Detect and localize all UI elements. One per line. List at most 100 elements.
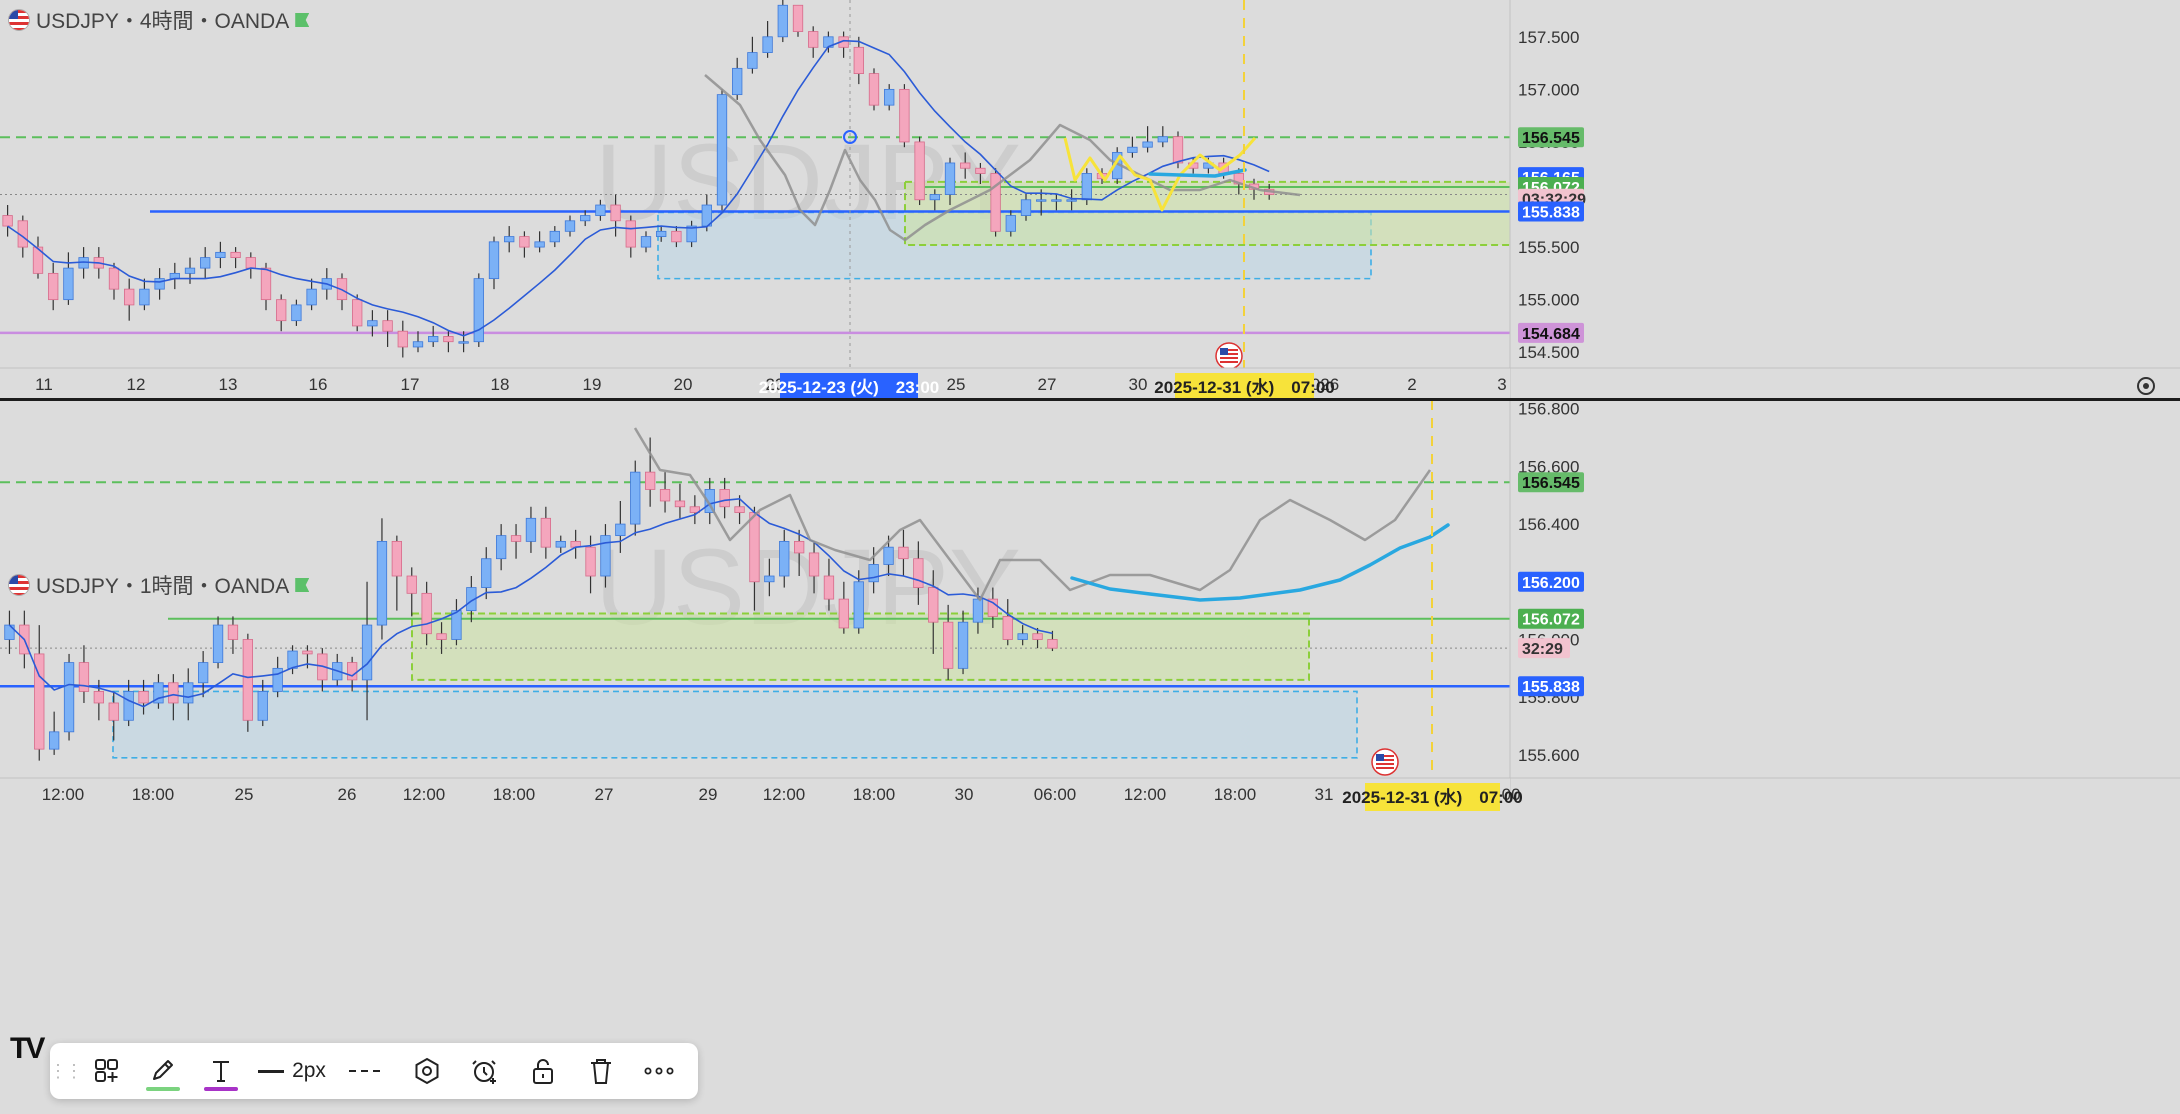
- candle-down[interactable]: [719, 489, 730, 508]
- candle-down[interactable]: [108, 702, 119, 721]
- candle-down[interactable]: [987, 598, 998, 617]
- candle-down[interactable]: [808, 552, 820, 577]
- pencil-icon[interactable]: [134, 1043, 192, 1099]
- candle-down[interactable]: [734, 506, 745, 513]
- candle-down[interactable]: [914, 141, 925, 201]
- crosshair-time-badge[interactable]: [780, 373, 918, 401]
- candle-down[interactable]: [406, 575, 417, 594]
- candle-up[interactable]: [595, 204, 606, 216]
- time-axis[interactable]: [0, 778, 1510, 800]
- candle-up[interactable]: [868, 564, 879, 583]
- candle-up[interactable]: [555, 540, 566, 548]
- candle-up[interactable]: [197, 662, 209, 684]
- candle-up[interactable]: [656, 230, 667, 237]
- trash-icon[interactable]: [572, 1043, 630, 1099]
- candle-down[interactable]: [899, 88, 910, 143]
- candle-down[interactable]: [928, 587, 939, 623]
- candle-up[interactable]: [184, 267, 196, 274]
- price-axis[interactable]: [1510, 0, 2180, 398]
- candle-down[interactable]: [898, 546, 909, 560]
- candle-down[interactable]: [2, 215, 13, 227]
- candle-down[interactable]: [230, 251, 241, 258]
- candle-up[interactable]: [215, 251, 226, 258]
- candle-down[interactable]: [108, 267, 120, 290]
- candle-up[interactable]: [630, 471, 641, 525]
- candle-up[interactable]: [200, 257, 211, 269]
- green-flag-icon[interactable]: [295, 578, 310, 592]
- event-time-badge[interactable]: [1175, 373, 1314, 401]
- candle-up[interactable]: [212, 624, 224, 663]
- candle-up[interactable]: [1020, 199, 1032, 216]
- drag-handle-icon[interactable]: ⋮⋮: [49, 1060, 83, 1081]
- candle-down[interactable]: [671, 230, 682, 243]
- candle-up[interactable]: [600, 535, 611, 577]
- candle-up[interactable]: [957, 621, 969, 669]
- candle-down[interactable]: [610, 204, 621, 222]
- candle-up[interactable]: [853, 581, 864, 629]
- candle-up[interactable]: [154, 278, 165, 290]
- candle-up[interactable]: [525, 517, 537, 542]
- candle-up[interactable]: [686, 225, 697, 243]
- candle-down[interactable]: [436, 633, 447, 640]
- candle-down[interactable]: [302, 650, 313, 655]
- candle-up[interactable]: [361, 624, 373, 681]
- candle-down[interactable]: [421, 592, 432, 635]
- candle-up[interactable]: [640, 236, 652, 248]
- candle-down[interactable]: [838, 598, 849, 629]
- candle-up[interactable]: [63, 267, 74, 301]
- candle-up[interactable]: [4, 624, 15, 640]
- candle-down[interactable]: [138, 691, 149, 704]
- price-label-badge[interactable]: [1518, 472, 1584, 493]
- candle-down[interactable]: [382, 320, 393, 332]
- candle-down[interactable]: [585, 546, 596, 577]
- freehand-gray-path[interactable]: [633, 427, 1432, 602]
- line-style-dashed-icon[interactable]: [334, 1043, 398, 1099]
- freehand-gray-path[interactable]: [704, 74, 1301, 242]
- candle-up[interactable]: [504, 236, 515, 243]
- candle-down[interactable]: [443, 336, 454, 343]
- candle-up[interactable]: [49, 731, 60, 750]
- price-label-badge[interactable]: [1518, 676, 1584, 697]
- candle-down[interactable]: [1032, 633, 1043, 640]
- candle-up[interactable]: [1066, 199, 1077, 202]
- price-label-badge[interactable]: [1518, 127, 1584, 148]
- candle-up[interactable]: [183, 682, 194, 704]
- text-tool-icon[interactable]: [192, 1043, 250, 1099]
- candle-down[interactable]: [245, 257, 256, 269]
- candle-down[interactable]: [227, 624, 239, 640]
- candle-down[interactable]: [749, 512, 760, 583]
- candle-down[interactable]: [540, 517, 551, 548]
- candle-up[interactable]: [704, 489, 715, 513]
- candle-up[interactable]: [564, 220, 576, 232]
- candle-down[interactable]: [34, 653, 45, 750]
- candle-up[interactable]: [1017, 633, 1028, 640]
- more-icon[interactable]: [630, 1043, 688, 1099]
- candle-up[interactable]: [367, 320, 378, 327]
- add-to-favorites-icon[interactable]: [80, 1043, 134, 1099]
- settings-gear-icon[interactable]: [2137, 377, 2155, 395]
- candle-down[interactable]: [510, 535, 522, 542]
- candle-up[interactable]: [944, 162, 956, 195]
- candle-up[interactable]: [257, 691, 268, 721]
- candle-up[interactable]: [488, 241, 500, 280]
- moving-average-line[interactable]: [8, 497, 1053, 708]
- candle-down[interactable]: [346, 662, 358, 681]
- line-width-button[interactable]: 2px: [250, 1043, 334, 1099]
- candle-up[interactable]: [412, 341, 424, 348]
- pane-separator[interactable]: [0, 398, 2180, 401]
- candle-down[interactable]: [519, 236, 530, 248]
- candle-up[interactable]: [1127, 146, 1138, 153]
- event-time-badge[interactable]: [1365, 783, 1500, 811]
- freehand-yellow-path[interactable]: [1063, 137, 1257, 212]
- price-label-badge[interactable]: [1518, 638, 1570, 659]
- us-event-flag-icon[interactable]: [1371, 748, 1399, 776]
- candle-down[interactable]: [168, 682, 179, 704]
- candle-up[interactable]: [1157, 136, 1168, 143]
- candle-down[interactable]: [689, 506, 700, 513]
- candle-up[interactable]: [291, 304, 302, 322]
- candle-up[interactable]: [451, 610, 462, 640]
- candle-up[interactable]: [1081, 173, 1092, 201]
- candle-down[interactable]: [990, 173, 1001, 232]
- candle-up[interactable]: [580, 215, 591, 222]
